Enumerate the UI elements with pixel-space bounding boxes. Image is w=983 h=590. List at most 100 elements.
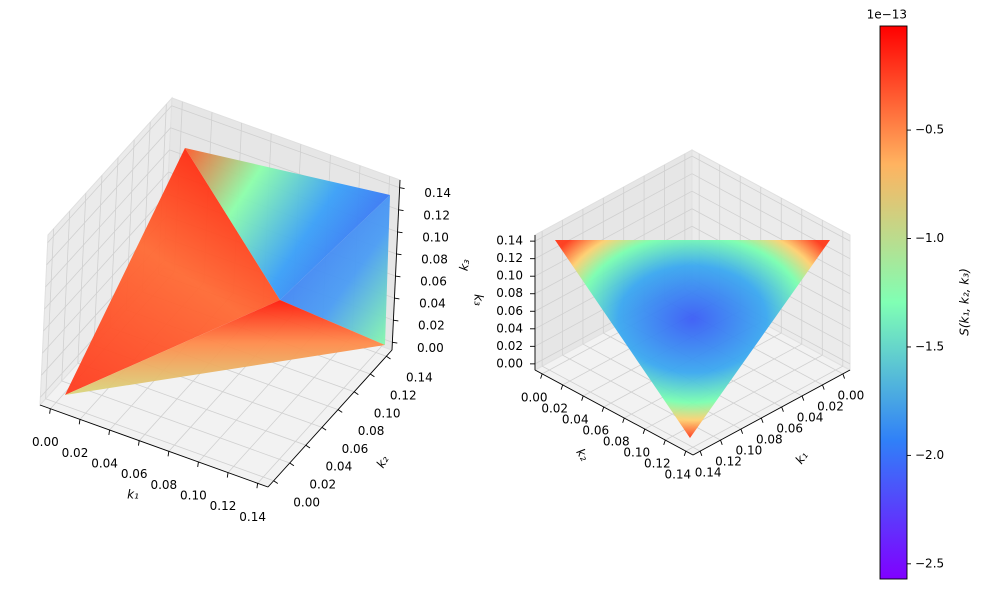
- z-tick-label: 0.00: [417, 341, 444, 355]
- z-axis-label: k₃: [472, 294, 486, 306]
- grid-line: [691, 155, 851, 242]
- surface-patch: [185, 148, 390, 300]
- tick-mark: [642, 428, 646, 434]
- x-tick-label: 0.14: [695, 466, 722, 480]
- tick-mark: [740, 428, 744, 434]
- tick-mark: [289, 462, 295, 467]
- tick-mark: [78, 419, 81, 425]
- z-tick-label: 0.02: [418, 319, 445, 333]
- x-tick-label: 0.10: [180, 488, 207, 502]
- tick-mark: [167, 451, 170, 457]
- z-tick-label: 0.14: [424, 186, 451, 200]
- colorbar-offset: 1e−13: [867, 8, 907, 22]
- y-tick-label: 0.12: [644, 457, 671, 471]
- z-tick-label: 0.02: [496, 339, 523, 353]
- tick-mark: [273, 480, 279, 484]
- tick-mark: [393, 319, 399, 322]
- y-tick-label: 0.00: [293, 495, 320, 509]
- y-tick-label: 0.14: [664, 468, 691, 482]
- grid-line: [43, 193, 168, 332]
- tick-mark: [622, 417, 625, 423]
- grid-line: [109, 157, 119, 328]
- colorbar-tick-label: −1.0: [915, 231, 944, 245]
- y-tick-label: 0.08: [603, 435, 630, 449]
- z-axis-line: [391, 179, 401, 351]
- colorbar-tick-label: −2.5: [915, 556, 944, 570]
- colorbar-label: S(k₁, k₂, k₃): [958, 268, 972, 336]
- z-tick-label: 0.00: [496, 356, 523, 370]
- y-axis-label: k₂: [573, 446, 591, 464]
- grid-line: [227, 335, 353, 473]
- y-tick-label: 0.04: [325, 460, 352, 474]
- tick-mark: [392, 341, 398, 344]
- y-tick-label: 0.06: [342, 442, 369, 456]
- x-axis-line: [39, 404, 269, 488]
- y-tick-label: 0.10: [374, 406, 401, 420]
- tick-mark: [197, 461, 199, 467]
- x-tick-label: 0.14: [239, 510, 266, 524]
- x-tick-label: 0.08: [150, 478, 177, 492]
- tick-mark: [801, 395, 805, 401]
- surface-patch: [65, 300, 385, 395]
- y-axis-line: [534, 369, 694, 456]
- surface-patch: [555, 240, 830, 438]
- tick-mark: [353, 391, 359, 395]
- tick-mark: [49, 408, 51, 414]
- x-tick-label: 0.06: [121, 467, 148, 481]
- tick-mark: [370, 373, 375, 378]
- tick-mark: [601, 406, 605, 412]
- z-tick-label: 0.08: [496, 286, 523, 300]
- y-axis-line: [267, 349, 393, 488]
- x-tick-label: 0.04: [91, 457, 118, 471]
- tick-mark: [395, 275, 401, 278]
- grid-line: [77, 193, 87, 364]
- grid-line: [257, 346, 382, 484]
- y-tick-label: 0.02: [309, 477, 336, 491]
- tick-mark: [399, 187, 405, 189]
- tick-mark: [386, 355, 391, 360]
- z-tick-label: 0.14: [496, 234, 523, 248]
- grid-line: [171, 105, 400, 189]
- x-tick-label: 0.00: [32, 435, 59, 449]
- y-tick-label: 0.14: [406, 371, 433, 385]
- z-tick-label: 0.10: [422, 230, 449, 244]
- colorbar-tick-label: −1.5: [915, 339, 944, 353]
- tick-mark: [720, 439, 723, 445]
- grid-line: [93, 175, 103, 346]
- y-tick-label: 0.08: [358, 424, 385, 438]
- x-tick-label: 0.12: [715, 455, 742, 469]
- tick-mark: [699, 450, 703, 456]
- grid-line: [61, 380, 290, 464]
- z-tick-label: 0.12: [496, 251, 523, 265]
- grid-line: [45, 398, 274, 482]
- y-tick-label: 0.00: [521, 390, 548, 404]
- grid-line: [47, 105, 172, 243]
- colorbar-tick-label: −2.0: [915, 448, 944, 462]
- y-tick-label: 0.04: [562, 412, 589, 426]
- tick-mark: [822, 384, 825, 390]
- tick-mark: [581, 395, 584, 401]
- tick-mark: [760, 417, 764, 423]
- z-tick-label: 0.06: [496, 304, 523, 318]
- tick-mark: [540, 373, 543, 379]
- x-tick-label: 0.10: [736, 444, 763, 458]
- tick-mark: [256, 483, 259, 489]
- grid-line: [45, 149, 170, 288]
- grid-line: [685, 365, 844, 452]
- tick-mark: [663, 439, 666, 445]
- surface-patch: [280, 195, 390, 345]
- surface-patch: [65, 148, 280, 395]
- colorbar: [879, 25, 908, 580]
- x-tick-label: 0.08: [756, 433, 783, 447]
- tick-mark: [321, 427, 327, 431]
- y-axis-label: k₂: [374, 453, 392, 470]
- grid-line: [44, 171, 169, 310]
- grid-line: [534, 155, 693, 242]
- y-tick-label: 0.12: [390, 389, 417, 403]
- z-tick-label: 0.10: [496, 269, 523, 283]
- z-tick-label: 0.06: [420, 275, 447, 289]
- tick-mark: [560, 384, 564, 390]
- tick-mark: [394, 297, 400, 300]
- x-axis-label: k₁: [792, 449, 810, 467]
